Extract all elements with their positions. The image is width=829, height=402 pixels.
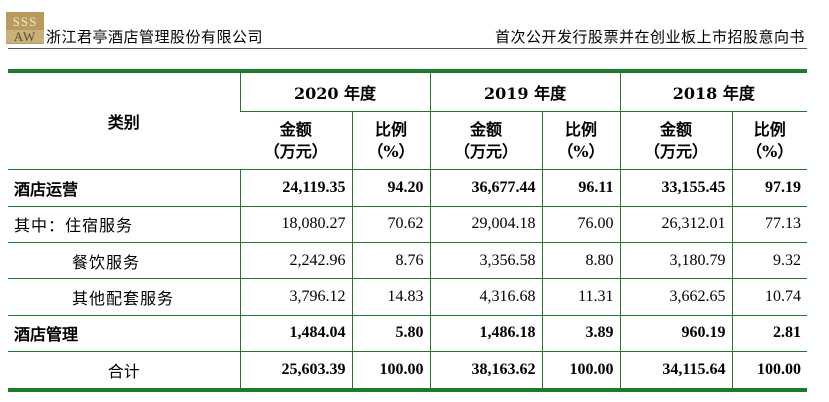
ratio-header-2020: 比例 （%） xyxy=(351,110,431,170)
cell-ratio-2020: 5.80 xyxy=(351,314,431,352)
cell-amount-2018: 3,180.79 xyxy=(619,242,733,279)
cell-ratio-2020: 94.20 xyxy=(351,169,431,207)
table-top-rule xyxy=(8,69,807,73)
cell-ratio-2018: 77.13 xyxy=(731,205,808,243)
row-label: 其他配套服务 xyxy=(8,278,240,316)
amount-header-2019: 金额 （万元） xyxy=(429,110,543,170)
cell-amount-2019: 36,677.44 xyxy=(429,169,543,207)
cell-amount-2018: 3,662.65 xyxy=(619,278,733,316)
cell-amount-2018: 26,312.01 xyxy=(619,205,733,243)
cell-amount-2020: 25,603.39 xyxy=(239,351,352,388)
year-header-2018: 2018 年度 xyxy=(619,73,808,112)
table-row-accommodation: 其中：住宿服务 18,080.27 70.62 29,004.18 76.00 … xyxy=(8,205,808,243)
page-header: SSS AW 浙江君亭酒店管理股份有限公司 首次公开发行股票并在创业板上市招股意… xyxy=(0,0,829,49)
cell-ratio-2018: 100.00 xyxy=(731,351,808,388)
ratio-header-2019: 比例 （%） xyxy=(541,110,621,170)
row-label: 酒店运营 xyxy=(8,169,240,207)
cell-amount-2020: 2,242.96 xyxy=(239,242,352,279)
cell-ratio-2018: 9.32 xyxy=(731,242,808,279)
company-name: 浙江君亭酒店管理股份有限公司 xyxy=(46,28,264,46)
cell-ratio-2020: 70.62 xyxy=(351,205,431,243)
ratio-header-2018: 比例 （%） xyxy=(731,110,808,170)
header-divider xyxy=(8,48,807,49)
logo-text-bottom: AW xyxy=(6,30,44,43)
cell-amount-2020: 3,796.12 xyxy=(239,278,352,316)
logo-text-top: SSS xyxy=(12,14,38,29)
table-row-total: 合计 25,603.39 100.00 38,163.62 100.00 34,… xyxy=(8,351,808,388)
cell-amount-2018: 960.19 xyxy=(619,314,733,352)
cell-amount-2019: 3,356.58 xyxy=(429,242,543,279)
cell-ratio-2019: 3.89 xyxy=(541,314,621,352)
cell-ratio-2019: 76.00 xyxy=(541,205,621,243)
cell-ratio-2018: 10.74 xyxy=(731,278,808,316)
cell-amount-2020: 24,119.35 xyxy=(239,169,352,207)
cell-amount-2019: 29,004.18 xyxy=(429,205,543,243)
cell-ratio-2018: 97.19 xyxy=(731,169,808,207)
row-label: 酒店管理 xyxy=(8,314,240,352)
year-header-2019: 2019 年度 xyxy=(429,73,621,112)
revenue-breakdown-table: 类别 2020 年度 2019 年度 2018 年度 金额 （万元） 比例 （%） … xyxy=(8,73,808,388)
cell-ratio-2020: 8.76 xyxy=(351,242,431,279)
cell-amount-2020: 1,484.04 xyxy=(239,314,352,352)
cell-ratio-2018: 2.81 xyxy=(731,314,808,352)
row-label: 餐饮服务 xyxy=(8,242,240,279)
amount-header-2018: 金额 （万元） xyxy=(619,110,733,170)
company-logo: SSS AW xyxy=(6,12,44,44)
table-row-other-services: 其他配套服务 3,796.12 14.83 4,316.68 11.31 3,6… xyxy=(8,278,808,316)
cell-amount-2019: 38,163.62 xyxy=(429,351,543,388)
table-bottom-rule xyxy=(8,388,807,392)
cell-ratio-2019: 96.11 xyxy=(541,169,621,207)
year-header-2020: 2020 年度 xyxy=(239,73,431,112)
amount-header-2020: 金额 （万元） xyxy=(240,110,352,170)
cell-ratio-2020: 100.00 xyxy=(351,351,431,388)
cell-ratio-2019: 11.31 xyxy=(541,278,621,316)
row-label: 其中：住宿服务 xyxy=(8,205,240,243)
cell-amount-2019: 4,316.68 xyxy=(429,278,543,316)
table-row-hotel-operation: 酒店运营 24,119.35 94.20 36,677.44 96.11 33,… xyxy=(8,169,808,207)
table-row-hotel-management: 酒店管理 1,484.04 5.80 1,486.18 3.89 960.19 … xyxy=(8,314,808,352)
cell-ratio-2020: 14.83 xyxy=(351,278,431,316)
cell-amount-2018: 34,115.64 xyxy=(619,351,733,388)
cell-amount-2019: 1,486.18 xyxy=(429,314,543,352)
cell-ratio-2019: 8.80 xyxy=(541,242,621,279)
document-title: 首次公开发行股票并在创业板上市招股意向书 xyxy=(494,28,805,46)
cell-amount-2020: 18,080.27 xyxy=(239,205,352,243)
cell-amount-2018: 33,155.45 xyxy=(619,169,733,207)
row-label: 合计 xyxy=(8,351,240,388)
category-header: 类别 xyxy=(107,113,140,133)
cell-ratio-2019: 100.00 xyxy=(541,351,621,388)
table-row-catering: 餐饮服务 2,242.96 8.76 3,356.58 8.80 3,180.7… xyxy=(8,242,808,279)
